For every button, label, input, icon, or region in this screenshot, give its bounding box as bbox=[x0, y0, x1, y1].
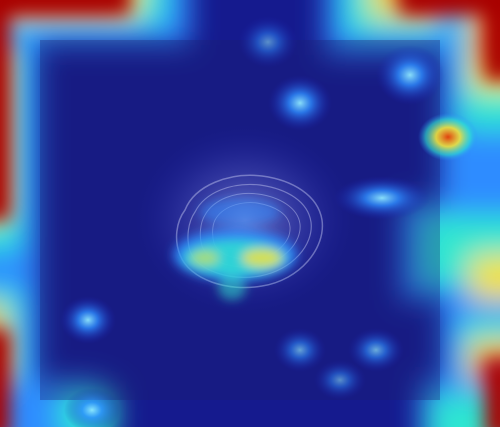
activation-spots bbox=[60, 16, 478, 427]
nodule-activation bbox=[173, 198, 297, 300]
